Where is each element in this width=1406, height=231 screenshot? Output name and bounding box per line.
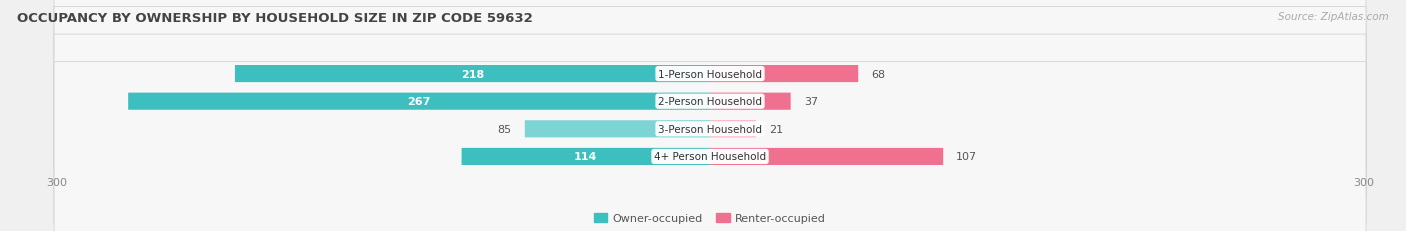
FancyBboxPatch shape [710,148,943,165]
FancyBboxPatch shape [53,62,1367,231]
Text: 267: 267 [408,97,430,107]
Text: 4+ Person Household: 4+ Person Household [654,152,766,162]
Text: 218: 218 [461,69,484,79]
Text: Source: ZipAtlas.com: Source: ZipAtlas.com [1278,12,1389,21]
FancyBboxPatch shape [461,148,710,165]
FancyBboxPatch shape [235,66,710,83]
FancyBboxPatch shape [524,121,710,138]
Text: 85: 85 [498,124,512,134]
Text: 21: 21 [769,124,783,134]
Text: OCCUPANCY BY OWNERSHIP BY HOUSEHOLD SIZE IN ZIP CODE 59632: OCCUPANCY BY OWNERSHIP BY HOUSEHOLD SIZE… [17,12,533,24]
Text: 3-Person Household: 3-Person Household [658,124,762,134]
Legend: Owner-occupied, Renter-occupied: Owner-occupied, Renter-occupied [589,209,831,228]
Text: 68: 68 [872,69,886,79]
FancyBboxPatch shape [710,93,790,110]
FancyBboxPatch shape [53,35,1367,224]
FancyBboxPatch shape [710,66,858,83]
Text: 114: 114 [574,152,598,162]
Text: 1-Person Household: 1-Person Household [658,69,762,79]
FancyBboxPatch shape [53,7,1367,196]
Text: 37: 37 [804,97,818,107]
Text: 2-Person Household: 2-Person Household [658,97,762,107]
FancyBboxPatch shape [128,93,710,110]
FancyBboxPatch shape [53,0,1367,169]
Text: 107: 107 [956,152,977,162]
FancyBboxPatch shape [710,121,756,138]
